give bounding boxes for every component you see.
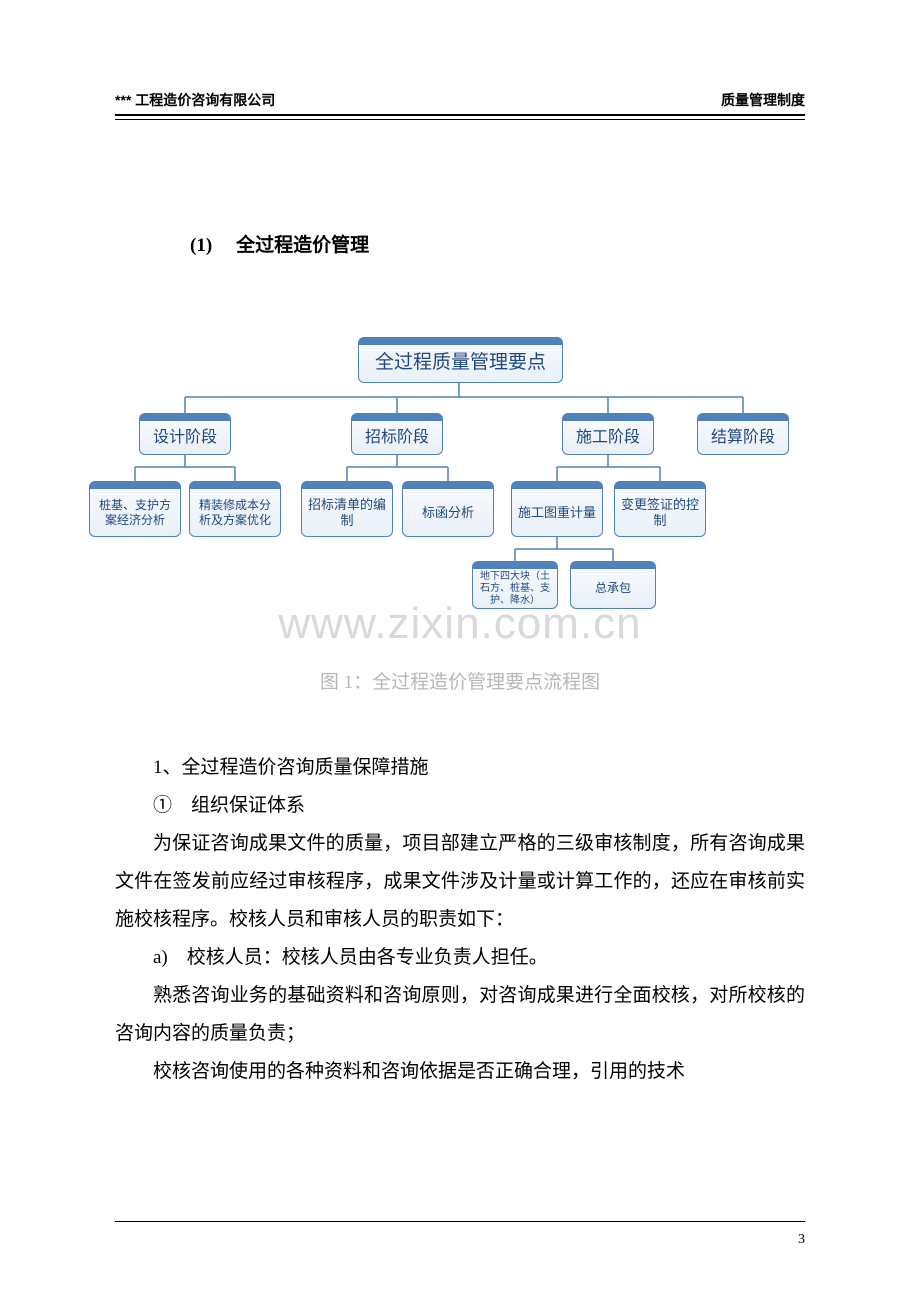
node-design: 设计阶段: [139, 413, 231, 455]
node-design-b-label: 精装修成本分析及方案优化: [194, 498, 276, 527]
node-design-b: 精装修成本分析及方案优化: [189, 481, 281, 537]
node-bidding-a: 招标清单的编制: [301, 481, 393, 537]
para-6: 校核咨询使用的各种资料和咨询依据是否正确合理，引用的技术: [115, 1053, 805, 1091]
node-bidding: 招标阶段: [351, 413, 443, 455]
node-design-a-label: 桩基、支护方案经济分析: [94, 498, 176, 527]
header-right: 质量管理制度: [721, 90, 805, 110]
node-construction-a-label: 施工图重计量: [518, 505, 596, 521]
node-settlement: 结算阶段: [697, 413, 789, 455]
section-number: (1): [190, 235, 212, 256]
node-bidding-b-label: 标函分析: [422, 505, 474, 521]
node-construction-a: 施工图重计量: [511, 481, 603, 537]
para-4: a) 校核人员：校核人员由各专业负责人担任。: [115, 939, 805, 977]
node-design-a: 桩基、支护方案经济分析: [89, 481, 181, 537]
section-heading: (1) 全过程造价管理: [190, 230, 805, 257]
node-root: 全过程质量管理要点: [358, 337, 563, 383]
watermark: www.zixin.com.cn: [278, 599, 641, 649]
node-bidding-label: 招标阶段: [365, 428, 429, 447]
page: *** 工程造价咨询有限公司 质量管理制度 (1) 全过程造价管理: [0, 0, 920, 1302]
para-1: 1、全过程造价咨询质量保障措施: [115, 749, 805, 787]
section-title-text: 全过程造价管理: [236, 235, 369, 256]
para-2: ① 组织保证体系: [115, 787, 805, 825]
page-number: 3: [798, 1232, 805, 1248]
node-general-contract-label: 总承包: [595, 581, 631, 595]
para-3: 为保证咨询成果文件的质量，项目部建立严格的三级审核制度，所有咨询成果文件在签发前…: [115, 825, 805, 939]
node-bidding-b: 标函分析: [402, 481, 494, 537]
node-bidding-a-label: 招标清单的编制: [306, 497, 388, 528]
node-construction-b: 变更签证的控制: [614, 481, 706, 537]
page-header: *** 工程造价咨询有限公司 质量管理制度: [115, 90, 805, 116]
node-construction-b-label: 变更签证的控制: [619, 497, 701, 528]
footer-rule: [115, 1221, 805, 1222]
node-root-label: 全过程质量管理要点: [375, 352, 546, 375]
para-5: 熟悉咨询业务的基础资料和咨询原则，对咨询成果进行全面校核，对所校核的咨询内容的质…: [115, 977, 805, 1053]
node-settlement-label: 结算阶段: [711, 428, 775, 447]
header-left: *** 工程造价咨询有限公司: [115, 90, 275, 110]
figure-caption: 图 1：全过程造价管理要点流程图: [115, 667, 805, 694]
body-text: 1、全过程造价咨询质量保障措施 ① 组织保证体系 为保证咨询成果文件的质量，项目…: [115, 749, 805, 1091]
node-construction: 施工阶段: [562, 413, 654, 455]
flowchart: 全过程质量管理要点 设计阶段 招标阶段 施工阶段 结算阶段 桩基、支护方案经济分…: [115, 337, 805, 647]
node-construction-label: 施工阶段: [576, 428, 640, 447]
header-rule: [115, 119, 805, 120]
node-design-label: 设计阶段: [153, 428, 217, 447]
